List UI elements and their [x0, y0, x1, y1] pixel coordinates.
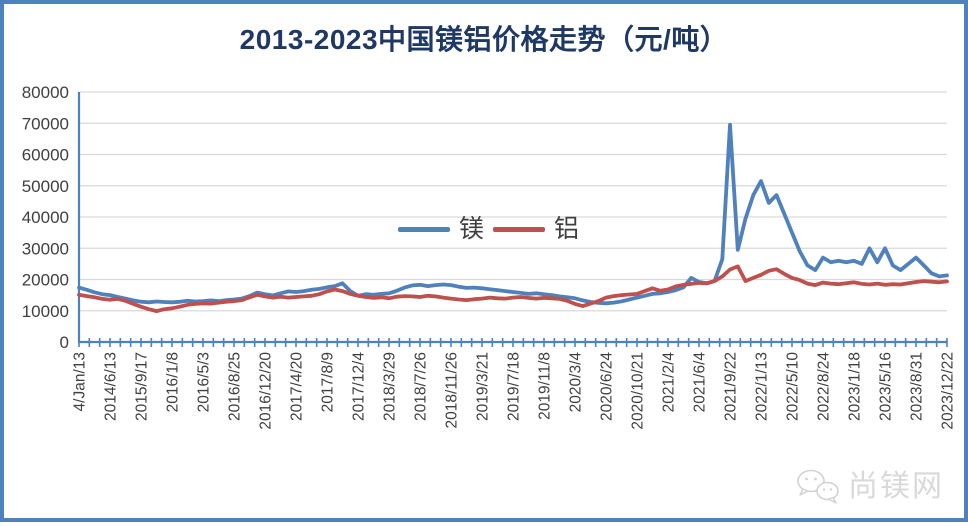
x-tick-label: 2020/6/24: [599, 352, 616, 421]
legend-item-magnesium: 镁: [398, 217, 484, 242]
x-tick-label: 2016/5/3: [196, 352, 213, 412]
price-trend-chart: 0 10000 20000 30000 40000 50000 60000 70000 8000…: [22, 83, 957, 430]
x-tick-label: 2017/12/4: [351, 352, 368, 421]
x-tick-label: 2021/9/22: [723, 352, 740, 421]
magnesium-line-swatch: [398, 227, 450, 232]
magnesium-price-line: [77, 122, 949, 306]
chart-title: 2013-2023中国镁铝价格走势（元/吨）: [239, 24, 729, 55]
x-tick-label: 2022/1/13: [754, 352, 771, 421]
x-tick-label: 2018/11/26: [444, 352, 461, 428]
x-tick-label: 2018/7/26: [413, 352, 430, 421]
chart-legend: 镁 铝: [398, 217, 579, 242]
y-tick-label: 60000: [22, 146, 69, 165]
x-tick-label: 2018/3/29: [382, 352, 399, 421]
x-tick-label: 2014/6/13: [103, 352, 120, 421]
x-tick-label: 2017/8/9: [320, 352, 337, 412]
y-tick-label: 70000: [22, 114, 69, 133]
x-tick-label: 2023/8/31: [909, 352, 926, 421]
x-tick-label: 2022/5/10: [785, 352, 802, 421]
x-tick-label: 2019/3/21: [475, 352, 492, 421]
y-tick-label: 30000: [22, 239, 69, 258]
y-tick-label: 80000: [22, 83, 69, 102]
x-tick-label: 2023/5/16: [878, 352, 895, 421]
y-tick-label: 50000: [22, 177, 69, 196]
x-tick-label: 4/Jan/13: [72, 352, 89, 411]
x-tick-label: 2016/1/8: [165, 352, 182, 412]
y-tick-label: 40000: [22, 208, 69, 227]
x-tick-label: 2016/12/20: [258, 352, 275, 430]
y-tick-label: 0: [60, 333, 69, 352]
watermark: 尚镁网: [795, 468, 944, 506]
x-tick-label: 2019/11/8: [537, 352, 554, 420]
x-tick-label: 2019/7/18: [506, 352, 523, 421]
y-tick-label: 20000: [22, 271, 69, 290]
x-tick-label: 2015/9/17: [134, 352, 151, 421]
aluminum-line-swatch: [493, 227, 546, 232]
x-tick-label: 2023/12/22: [940, 352, 957, 430]
x-tick-label: 2020/3/4: [568, 352, 585, 413]
legend-item-aluminum: 铝: [493, 217, 579, 242]
x-tick-label: 2022/8/24: [816, 352, 833, 421]
legend-label-magnesium: 镁: [459, 215, 485, 243]
wechat-icon: [797, 469, 839, 504]
x-tick-label: 2020/10/21: [630, 352, 647, 430]
y-tick-label: 10000: [22, 302, 69, 321]
x-tick-label: 2023/1/18: [847, 352, 864, 421]
legend-label-aluminum: 铝: [554, 215, 580, 243]
aluminum-price-line: [77, 264, 949, 314]
watermark-text: 尚镁网: [848, 470, 944, 503]
x-tick-label: 2021/6/4: [692, 352, 709, 413]
x-tick-label: 2021/2/4: [661, 352, 678, 413]
x-tick-label: 2017/4/20: [289, 352, 306, 421]
x-tick-label: 2016/8/25: [227, 352, 244, 421]
